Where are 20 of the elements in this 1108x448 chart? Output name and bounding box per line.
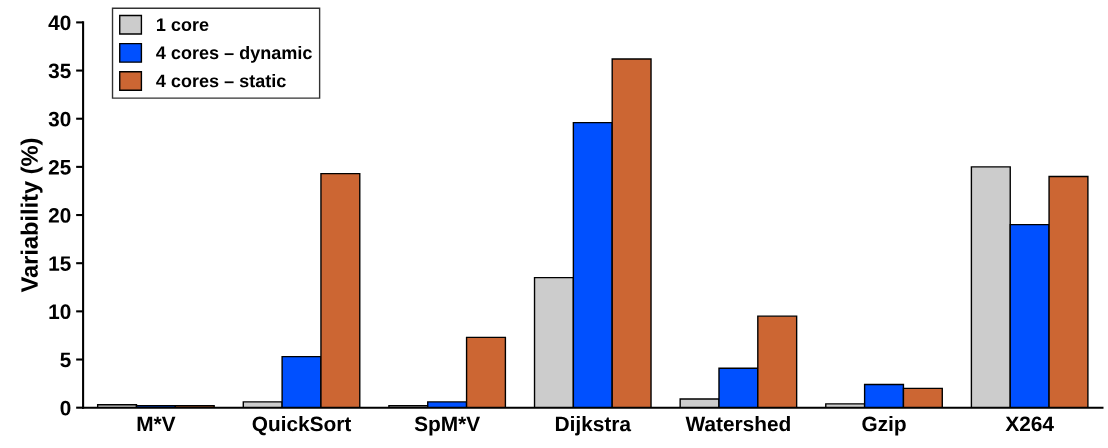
legend-label: 4 cores – static [156,74,286,88]
x-tick-label: Dijkstra [555,416,632,436]
legend-label: 4 cores – dynamic [156,45,312,63]
x-tick-label: M*V [137,416,176,432]
y-tick-label: 40 [48,15,71,31]
y-tick-label: 25 [48,159,71,175]
y-tick-label: 5 [60,352,71,368]
y-tick-label: 30 [48,111,71,127]
x-tick-label: SpM*V [414,416,480,436]
x-tick-label: QuickSort [252,416,352,436]
y-tick-label: 35 [48,63,71,79]
x-tick-label: Watershed [685,416,790,432]
y-tick-label: 20 [48,208,71,223]
y-tick-label: 0 [60,400,71,416]
y-axis-title: Variability (%) [20,138,43,293]
y-tick-label: 10 [49,304,71,320]
y-tick-label: 15 [49,256,71,271]
x-tick-label: X264 [1005,416,1054,432]
legend-label: 1 core [156,18,209,32]
x-tick-label: Gzip [862,416,906,436]
